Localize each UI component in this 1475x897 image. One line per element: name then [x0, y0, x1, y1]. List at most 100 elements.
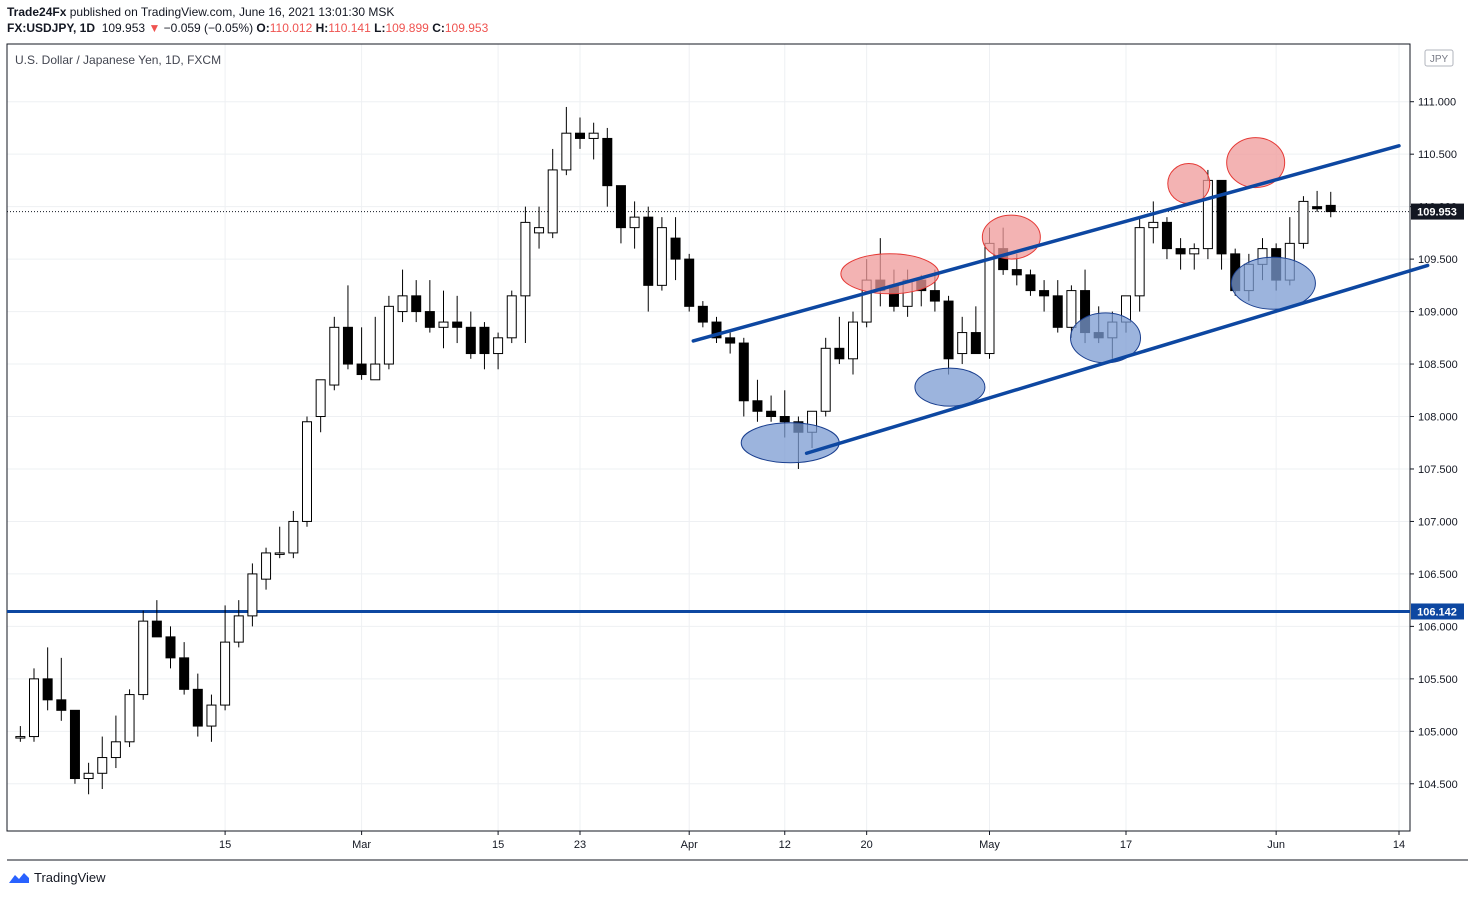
low-label: L:	[374, 21, 386, 35]
candle-body	[711, 321, 722, 339]
footer-brand[interactable]: TradingView	[34, 870, 106, 885]
symbol: FX:USDJPY, 1D	[7, 21, 96, 35]
x-tick-label: 20	[861, 839, 873, 851]
candle-body	[929, 290, 940, 302]
close-label: C:	[432, 21, 445, 35]
candle-body	[697, 305, 708, 323]
price-axis[interactable]: 104.500 105.000 105.500 106.000 106.500 107.0…	[1410, 49, 1458, 791]
candle-body	[165, 636, 176, 659]
candle-body	[588, 132, 599, 139]
candle-body	[643, 216, 654, 286]
candle-body	[370, 363, 381, 381]
candle-body	[1011, 269, 1022, 276]
y-tick-label: 110.500	[1418, 149, 1457, 161]
channel-line-lower[interactable]	[804, 263, 1430, 455]
candle-body	[779, 416, 790, 423]
currency-label: JPY	[1430, 54, 1449, 65]
candle-body	[1025, 274, 1036, 292]
open-label: O:	[256, 21, 270, 35]
hline-price-label: 106.142	[1417, 606, 1457, 618]
candle-body	[220, 641, 231, 706]
candle-body	[261, 552, 272, 580]
candle-body	[493, 337, 504, 355]
candle-body	[1134, 227, 1145, 297]
candle-body	[534, 227, 545, 234]
candle-body	[1161, 221, 1172, 250]
candle-body	[1325, 204, 1336, 213]
candle-body	[670, 237, 681, 260]
candle-body	[411, 295, 422, 313]
y-tick-label: 111.000	[1418, 97, 1456, 109]
candle-body	[970, 332, 981, 355]
candle-body	[615, 185, 626, 229]
tradingview-logo-icon[interactable]	[8, 871, 30, 885]
candle-body	[206, 704, 217, 727]
y-tick-label: 105.500	[1418, 674, 1458, 686]
candle-body	[97, 757, 108, 774]
hline-price-label-bg	[1411, 603, 1464, 620]
last-price: 109.953	[101, 21, 146, 35]
candle-body	[1066, 290, 1077, 328]
change-arrow-icon: ▼	[148, 21, 161, 35]
x-tick-label: Mar	[352, 839, 371, 851]
candle-body	[738, 342, 749, 402]
candle-body	[138, 620, 149, 696]
candle-body	[684, 258, 695, 307]
symbol-line: FX:USDJPY, 1D 109.953 ▼ −0.059 (−0.05%) …	[7, 20, 488, 36]
candle-body	[315, 379, 326, 418]
open-value: 110.012	[269, 21, 313, 35]
candle-body	[29, 678, 39, 738]
candle-body	[15, 736, 26, 739]
candle-body	[943, 300, 954, 360]
candle-body	[56, 699, 67, 711]
candle-body	[848, 321, 858, 360]
footer: TradingView	[8, 870, 106, 885]
x-tick-label: 17	[1120, 839, 1132, 851]
publisher-name[interactable]: Trade24Fx	[7, 5, 67, 19]
candle-body	[288, 520, 299, 554]
candle-body	[575, 132, 585, 139]
last-price-label: 109.953	[1417, 207, 1457, 219]
y-tick-label: 108.000	[1418, 412, 1458, 424]
candle-body	[1148, 221, 1159, 229]
y-tick-label: 109.000	[1418, 307, 1458, 319]
x-tick-label: Jun	[1267, 839, 1285, 851]
candle-body	[1312, 206, 1323, 210]
candle-body	[602, 137, 613, 187]
candle-body	[656, 227, 667, 286]
high-label: H:	[315, 21, 329, 35]
channel-lines[interactable]	[691, 144, 1430, 455]
published-text: published on TradingView.com, June 16, 2…	[69, 5, 395, 19]
candle-body	[42, 678, 53, 701]
candle-body	[69, 709, 80, 780]
candle-body	[452, 321, 463, 328]
channel-line-upper[interactable]	[691, 144, 1401, 343]
y-tick-label: 106.500	[1418, 569, 1458, 581]
currency-box[interactable]	[1424, 49, 1454, 67]
candle-body	[192, 688, 203, 727]
candle-body	[151, 620, 162, 638]
x-tick-label: 12	[779, 839, 791, 851]
candle-body	[465, 326, 476, 355]
low-value: 109.899	[385, 21, 429, 35]
candle-body	[438, 321, 449, 328]
support-marker	[1230, 256, 1316, 310]
y-tick-label: 105.000	[1418, 726, 1458, 738]
candle-body	[1189, 248, 1200, 255]
candle-body	[561, 132, 572, 171]
x-tick-label: May	[979, 839, 1000, 851]
candle-body	[247, 573, 258, 617]
time-axis[interactable]: 15Mar1523Apr1220May17Jun1422	[219, 831, 1475, 851]
candle-body	[302, 421, 312, 522]
candle-body	[479, 326, 490, 355]
candle-body	[342, 326, 353, 365]
chart-grid	[7, 44, 1410, 831]
candle-body	[1039, 290, 1050, 297]
chart-legend: U.S. Dollar / Japanese Yen, 1D, FXCM	[15, 53, 222, 67]
y-tick-label: 109.500	[1418, 254, 1458, 266]
candle-body	[629, 216, 640, 229]
support-marker	[914, 367, 986, 407]
last-price-label-bg	[1411, 203, 1464, 220]
candles	[15, 106, 1336, 795]
